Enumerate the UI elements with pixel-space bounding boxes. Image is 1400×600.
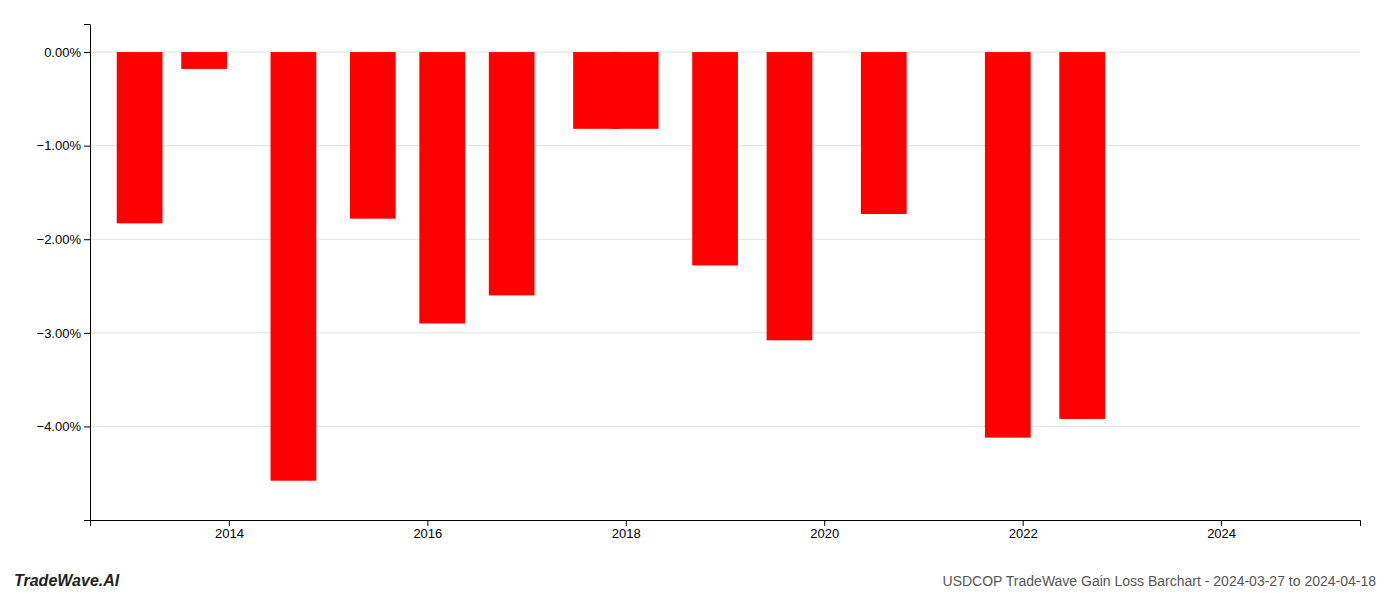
- y-tick-mark: [84, 146, 90, 147]
- x-tick-mark: [626, 520, 627, 526]
- x-tick: 2022: [1009, 520, 1038, 541]
- y-tick: −4.00%: [37, 419, 90, 434]
- x-tick: 2024: [1207, 520, 1236, 541]
- watermark: TradeWave.AI: [14, 572, 120, 589]
- x-tick-mark: [1221, 520, 1222, 526]
- title: USDCOP TradeWave Gain Loss Barchart - 20…: [943, 573, 1377, 589]
- y-tick-label: 0.00%: [44, 45, 81, 60]
- bar: [419, 52, 465, 323]
- plot: 0.00%−1.00%−2.00%−3.00%−4.00%20142016201…: [37, 25, 1361, 542]
- chart-container: 0.00%−1.00%−2.00%−3.00%−4.00%20142016201…: [0, 0, 1400, 600]
- x-tick: 2018: [612, 520, 641, 541]
- y-tick-label: −2.00%: [37, 232, 82, 247]
- y-axis-line: [84, 25, 91, 521]
- x-tick: 2016: [413, 520, 442, 541]
- x-tick-label: 2014: [215, 526, 244, 541]
- bar: [489, 52, 535, 295]
- x-tick-label: 2020: [810, 526, 839, 541]
- x-tick: 2020: [810, 520, 839, 541]
- bar: [767, 52, 813, 340]
- x-tick-label: 2016: [413, 526, 442, 541]
- x-axis: 2014 2016 2018 2020 2022 2024: [91, 520, 1361, 541]
- x-tick: 2014: [215, 520, 244, 541]
- x-tick-mark: [824, 520, 825, 526]
- bar: [350, 52, 396, 219]
- y-tick-label: −4.00%: [37, 419, 82, 434]
- y-tick: −1.00%: [37, 138, 90, 153]
- y-tick-mark: [84, 52, 90, 53]
- x-tick-mark: [1023, 520, 1024, 526]
- y-tick-mark: [84, 333, 90, 334]
- y-tick-mark: [84, 239, 90, 240]
- y-tick: −2.00%: [37, 232, 90, 247]
- bar: [692, 52, 738, 265]
- y-tick-label: −1.00%: [37, 138, 82, 153]
- y-tick-label: −3.00%: [37, 325, 82, 340]
- bar: [613, 52, 659, 129]
- bar: [1059, 52, 1105, 419]
- chart-svg: 0.00%−1.00%−2.00%−3.00%−4.00%20142016201…: [0, 0, 1400, 600]
- bar: [271, 52, 317, 481]
- bar: [985, 52, 1031, 438]
- x-axis-line: [91, 521, 1361, 527]
- x-tick-label: 2024: [1207, 526, 1236, 541]
- x-tick-label: 2018: [612, 526, 641, 541]
- y-tick: −3.00%: [37, 325, 90, 340]
- y-tick: 0.00%: [44, 45, 90, 60]
- bars: [117, 52, 1105, 481]
- y-tick-mark: [84, 426, 90, 427]
- x-tick-mark: [229, 520, 230, 526]
- x-tick-label: 2022: [1009, 526, 1038, 541]
- x-tick-mark: [427, 520, 428, 526]
- y-axis: 0.00% −1.00% −2.00% −3.00% −4.00%: [37, 25, 91, 521]
- bar: [181, 52, 227, 69]
- bar: [573, 52, 619, 129]
- bar: [117, 52, 163, 223]
- bar: [861, 52, 907, 214]
